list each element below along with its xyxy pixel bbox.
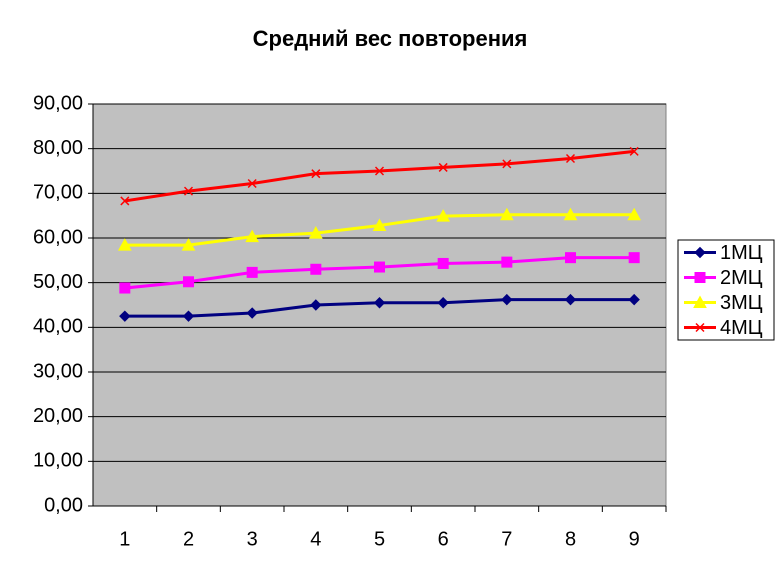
marker	[499, 207, 514, 221]
marker	[373, 297, 386, 309]
legend-marker	[693, 295, 707, 308]
marker	[501, 293, 513, 306]
y-tick-label: 70,00	[33, 182, 83, 204]
legend-marker	[695, 322, 705, 333]
marker	[501, 256, 513, 268]
y-tick-label: 20,00	[33, 405, 83, 427]
marker	[247, 178, 257, 189]
marker	[119, 310, 131, 322]
marker	[502, 159, 512, 169]
legend-box	[677, 239, 775, 341]
chart-title: Средний вес повторения	[253, 26, 528, 51]
legend-label: 2МЦ	[720, 267, 763, 289]
legend-label: 1МЦ	[720, 242, 763, 264]
marker	[120, 196, 130, 206]
x-tick-label: 5	[374, 528, 385, 550]
marker	[563, 207, 578, 221]
y-tick-label: 60,00	[33, 226, 83, 248]
marker	[119, 282, 131, 294]
marker	[564, 293, 577, 306]
x-tick-label: 2	[183, 528, 194, 550]
x-tick-label: 4	[310, 528, 321, 550]
marker	[310, 299, 322, 311]
y-tick-label: 0,00	[44, 494, 83, 516]
marker	[437, 257, 449, 269]
marker	[246, 307, 258, 319]
marker	[628, 252, 640, 264]
marker	[374, 166, 385, 176]
marker	[565, 252, 576, 264]
marker	[438, 162, 448, 172]
marker	[183, 186, 194, 196]
marker	[117, 238, 132, 251]
marker	[308, 226, 323, 239]
marker	[183, 276, 194, 288]
x-tick-label: 9	[629, 528, 640, 550]
y-tick-label: 50,00	[33, 271, 83, 293]
marker	[245, 229, 260, 243]
marker	[437, 297, 449, 309]
marker	[627, 207, 642, 221]
y-tick-label: 30,00	[33, 360, 83, 382]
marker	[182, 310, 195, 322]
marker	[436, 209, 451, 222]
legend-marker	[694, 246, 706, 259]
y-tick-label: 10,00	[33, 450, 83, 472]
marker	[181, 238, 196, 251]
y-tick-label: 90,00	[33, 92, 83, 114]
marker	[628, 293, 640, 306]
x-tick-label: 6	[438, 528, 449, 550]
marker	[629, 146, 639, 156]
marker	[565, 153, 576, 164]
marker	[311, 169, 321, 179]
legend-marker	[694, 272, 706, 283]
marker	[310, 263, 322, 275]
y-tick-label: 80,00	[33, 137, 83, 159]
x-tick-label: 8	[565, 528, 576, 550]
x-tick-label: 7	[501, 528, 512, 550]
y-tick-label: 40,00	[33, 316, 83, 338]
x-tick-label: 3	[247, 528, 258, 550]
marker	[372, 218, 387, 231]
legend-label: 4МЦ	[720, 317, 763, 339]
marker	[374, 261, 385, 273]
legend-label: 3МЦ	[720, 292, 763, 314]
marker	[246, 266, 258, 278]
x-tick-label: 1	[119, 528, 130, 550]
